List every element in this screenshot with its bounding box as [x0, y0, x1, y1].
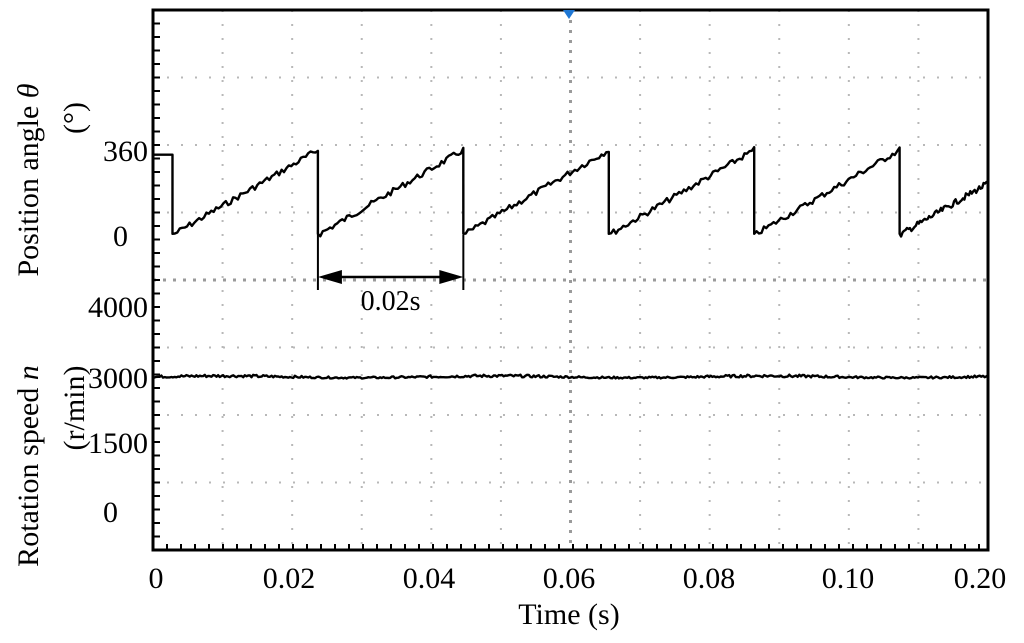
- y-axis-title-upper: Position angle θ: [12, 83, 45, 276]
- x-tick-0.20: 0.20: [954, 562, 1007, 595]
- y-tick-lower-1500: 1500: [88, 427, 148, 460]
- y-tick-upper-0: 0: [113, 220, 128, 253]
- y-axis-title-lower: Rotation speed n: [12, 365, 45, 567]
- y-tick-lower-4000: 4000: [88, 291, 148, 324]
- y-axis-unit-lower: (r/min): [58, 366, 91, 451]
- trigger-marker: [563, 10, 575, 19]
- annotation-arrowhead-left: [317, 270, 342, 284]
- x-tick-0.08: 0.08: [683, 562, 736, 595]
- x-axis-title: Time (s): [518, 598, 619, 631]
- y-tick-upper-360: 360: [103, 135, 148, 168]
- x-tick-0: 0: [149, 562, 164, 595]
- x-tick-0.06: 0.06: [543, 562, 596, 595]
- y-tick-lower-0: 0: [103, 496, 118, 529]
- grid: [153, 10, 988, 550]
- minor-ticks: [153, 22, 980, 550]
- y-tick-lower-3000: 3000: [88, 362, 148, 395]
- annotation-arrowhead-right: [439, 270, 464, 284]
- annotation-label: 0.02s: [361, 286, 421, 317]
- y-axis-title-lower-prefix: Rotation speed: [12, 380, 45, 567]
- angle-trace: [153, 146, 989, 238]
- y-axis-title-upper-prefix: Position angle: [12, 98, 45, 276]
- y-axis-title-lower-symbol: n: [12, 365, 45, 380]
- x-tick-0.04: 0.04: [403, 562, 456, 595]
- x-tick-0.10: 0.10: [822, 562, 875, 595]
- speed-trace: [152, 373, 989, 380]
- y-axis-unit-upper: (°): [58, 102, 91, 134]
- y-axis-title-upper-symbol: θ: [12, 83, 45, 98]
- period-annotation: 0.02s: [316, 230, 465, 317]
- x-tick-0.02: 0.02: [263, 562, 316, 595]
